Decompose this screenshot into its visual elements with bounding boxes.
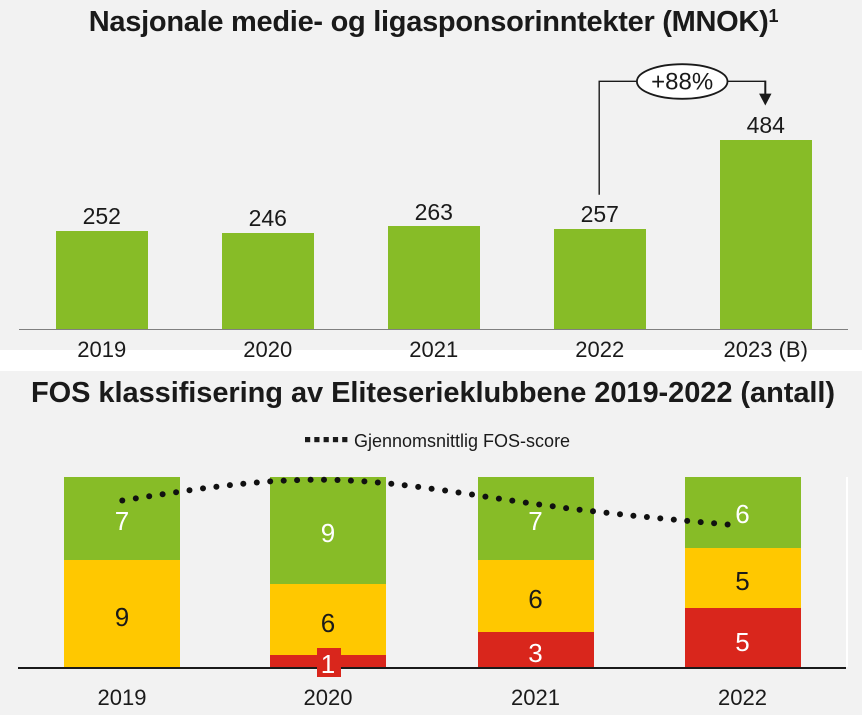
svg-text:+88%: +88% [651, 69, 713, 96]
